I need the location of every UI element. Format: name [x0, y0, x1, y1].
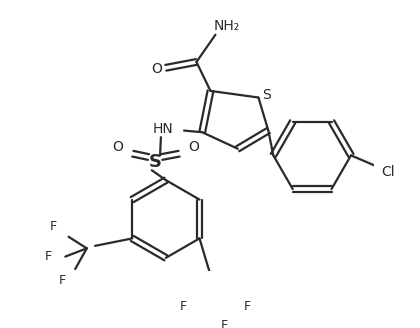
Text: O: O [189, 140, 200, 154]
Text: F: F [50, 220, 57, 233]
Text: O: O [151, 62, 162, 76]
Text: F: F [179, 300, 186, 313]
Text: HN: HN [152, 122, 173, 136]
Text: F: F [45, 250, 52, 263]
Text: S: S [149, 153, 162, 171]
Text: F: F [221, 319, 228, 328]
Text: NH₂: NH₂ [214, 19, 240, 33]
Text: Cl: Cl [381, 165, 395, 179]
Text: F: F [58, 274, 66, 287]
Text: S: S [262, 88, 271, 102]
Text: O: O [113, 140, 123, 154]
Text: F: F [244, 300, 251, 313]
